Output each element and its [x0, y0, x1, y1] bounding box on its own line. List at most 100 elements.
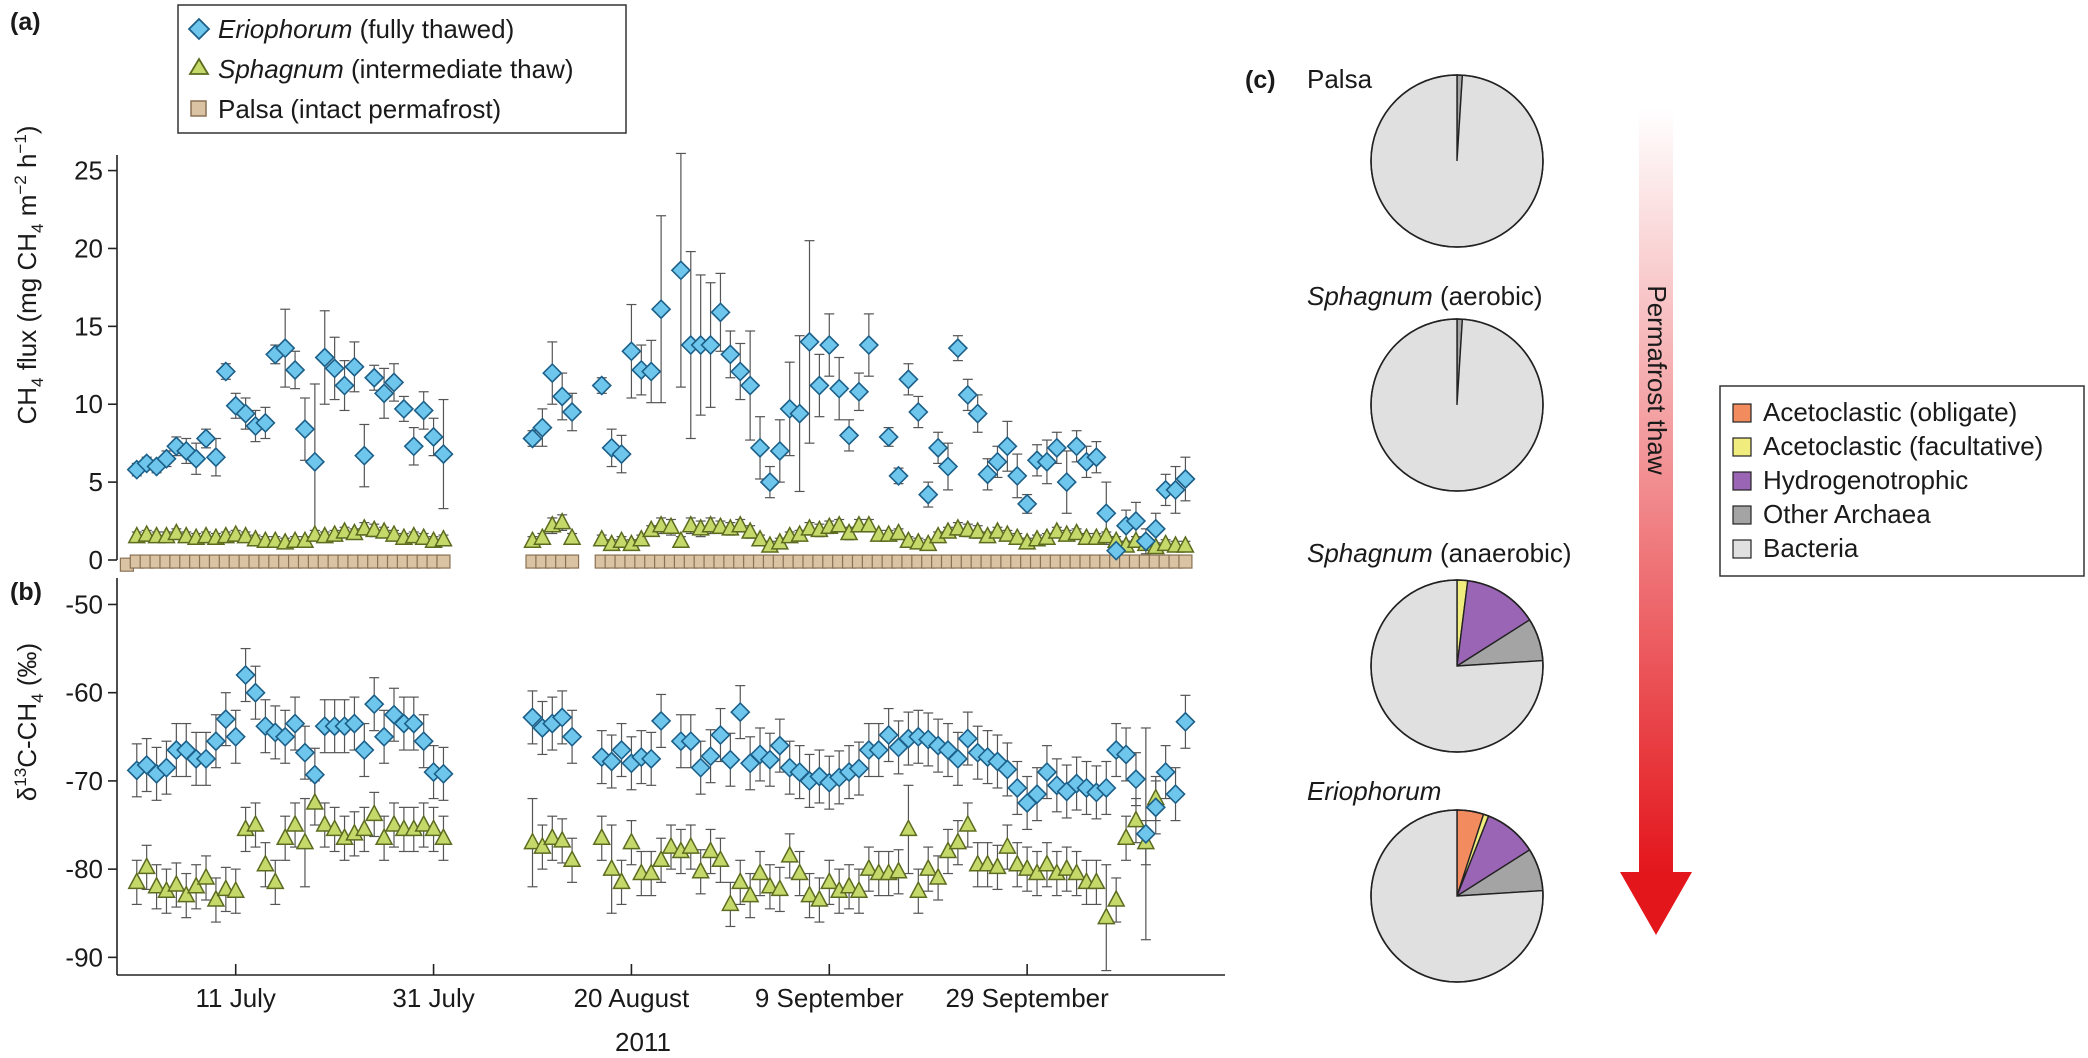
- sphagnum-point: [1008, 854, 1027, 872]
- sphagnum-point: [364, 803, 384, 822]
- pie-chart: [1370, 579, 1544, 753]
- sphagnum-point: [859, 858, 879, 876]
- legend-a-label-rest: (fully thawed): [352, 14, 514, 44]
- eriophorum-point: [334, 375, 355, 396]
- y-tick-label: -90: [65, 942, 103, 972]
- permafrost-thaw-arrow: Permafrost thaw: [1620, 108, 1692, 935]
- eriophorum-point: [591, 375, 612, 396]
- eriophorum-point: [354, 739, 375, 761]
- sphagnum-point: [750, 529, 770, 547]
- y-tick-label: 15: [74, 311, 103, 341]
- eriophorum-point: [561, 726, 583, 747]
- legend-c-swatch: [1732, 539, 1752, 559]
- sphagnum-point: [849, 880, 869, 898]
- sphagnum-point: [928, 867, 948, 885]
- sphagnum-point: [1106, 889, 1126, 907]
- x-tick-label: 9 September: [755, 983, 904, 1013]
- legend-a: Eriophorum (fully thawed) Sphagnum (inte…: [177, 4, 627, 134]
- pie-slice-bacteria: [1370, 74, 1544, 248]
- eriophorum-point: [878, 426, 899, 448]
- legend-triangle-marker: [188, 57, 210, 75]
- eriophorum-point: [730, 361, 751, 382]
- sphagnum-point: [295, 832, 315, 850]
- eriophorum-point: [561, 401, 583, 423]
- sphagnum-point: [612, 530, 631, 549]
- panel-label-a: (a): [10, 8, 41, 36]
- sphagnum-point: [918, 858, 938, 876]
- sphagnum-point: [800, 885, 819, 903]
- sphagnum-point: [820, 871, 839, 890]
- eriophorum-point: [690, 757, 711, 778]
- eriophorum-point: [848, 758, 870, 779]
- legend-c: Acetoclastic (obligate) Acetoclastic (fac…: [1719, 385, 2085, 577]
- legend-c-label: Acetoclastic (obligate): [1763, 397, 2017, 427]
- eriophorum-point: [1007, 777, 1028, 799]
- sphagnum-point: [1027, 862, 1047, 881]
- sphagnum-point: [533, 836, 552, 854]
- y-tick-label: 20: [74, 233, 103, 263]
- sphagnum-point: [612, 871, 631, 890]
- panel-c-pies: Palsa Sphagnum (aerobic) Sphagnum (anaer…: [1307, 64, 1572, 983]
- y-tick-label: 0: [89, 545, 103, 575]
- eriophorum-point: [433, 763, 454, 784]
- sphagnum-point: [196, 867, 216, 885]
- eriophorum-point: [601, 751, 622, 772]
- pie-outline: [1370, 579, 1544, 753]
- legend-c-swatch: [1732, 471, 1752, 491]
- sphagnum-point: [632, 529, 651, 547]
- svg-text:Palsa (intact permafrost): Palsa (intact permafrost): [218, 94, 501, 124]
- pie-title-eriophorum: Eriophorum: [1307, 776, 1441, 806]
- eriophorum-point: [522, 428, 543, 449]
- eriophorum-point: [1056, 471, 1077, 493]
- eriophorum-point: [284, 359, 306, 381]
- x-tick-label: 11 July: [195, 983, 275, 1013]
- sphagnum-point: [839, 876, 859, 894]
- legend-c-swatch: [1732, 505, 1752, 525]
- eriophorum-point: [621, 341, 642, 362]
- sphagnum-point: [889, 861, 908, 879]
- eriophorum-point: [670, 260, 692, 281]
- legend-c-label: Hydrogenotrophic: [1763, 465, 1968, 495]
- eriophorum-point: [1125, 510, 1147, 532]
- x-axis: 11 July 31 July 20 August 9 September 29 Sep…: [117, 964, 1225, 1013]
- legend-a-label-rest: Palsa (intact permafrost): [218, 94, 501, 124]
- legend-c-box: [1719, 385, 2085, 577]
- eriophorum-point: [1096, 503, 1117, 524]
- sphagnum-point: [998, 524, 1017, 542]
- eriophorum-point: [423, 426, 444, 448]
- x-tick-label: 20 August: [574, 983, 690, 1013]
- eriophorum-point: [740, 375, 761, 396]
- eriophorum-point: [1135, 531, 1156, 552]
- eriophorum-point: [275, 338, 296, 359]
- sphagnum-point: [1037, 854, 1057, 872]
- sphagnum-point: [246, 814, 265, 832]
- eriophorum-point: [967, 403, 988, 424]
- eriophorum-point: [611, 443, 632, 465]
- eriophorum-point: [205, 731, 227, 752]
- eriophorum-point: [650, 299, 672, 320]
- eriophorum-point: [947, 748, 969, 769]
- sphagnum-point: [978, 854, 997, 872]
- sphagnum-point: [592, 529, 611, 547]
- sphagnum-point: [1116, 827, 1136, 846]
- eriophorum-point: [294, 742, 316, 763]
- sphagnum-point: [622, 832, 641, 850]
- eriophorum-point: [304, 451, 325, 472]
- sphagnum-point: [147, 876, 166, 894]
- sphagnum-point: [691, 861, 710, 879]
- sphagnum-point: [641, 862, 661, 881]
- sphagnum-point: [226, 880, 245, 898]
- svg-text:Eriophorum (fully thawed): Eriophorum (fully thawed): [218, 14, 514, 44]
- sphagnum-point: [810, 889, 829, 907]
- sphagnum-point: [374, 521, 394, 539]
- eriophorum-point: [858, 334, 879, 356]
- pie-chart: [1370, 74, 1544, 248]
- sphagnum-point: [938, 840, 958, 859]
- panel-a-plot: 0 5 10 15 20 25: [74, 152, 1196, 575]
- legend-a-label-italic: Eriophorum: [218, 14, 352, 44]
- sphagnum-point: [1176, 535, 1195, 553]
- eriophorum-point: [373, 726, 395, 747]
- sphagnum-point: [236, 526, 255, 544]
- eriophorum-point: [156, 448, 177, 469]
- y-axis-label-a: CH4 flux (mg CH4 m−2 h−1): [11, 126, 47, 425]
